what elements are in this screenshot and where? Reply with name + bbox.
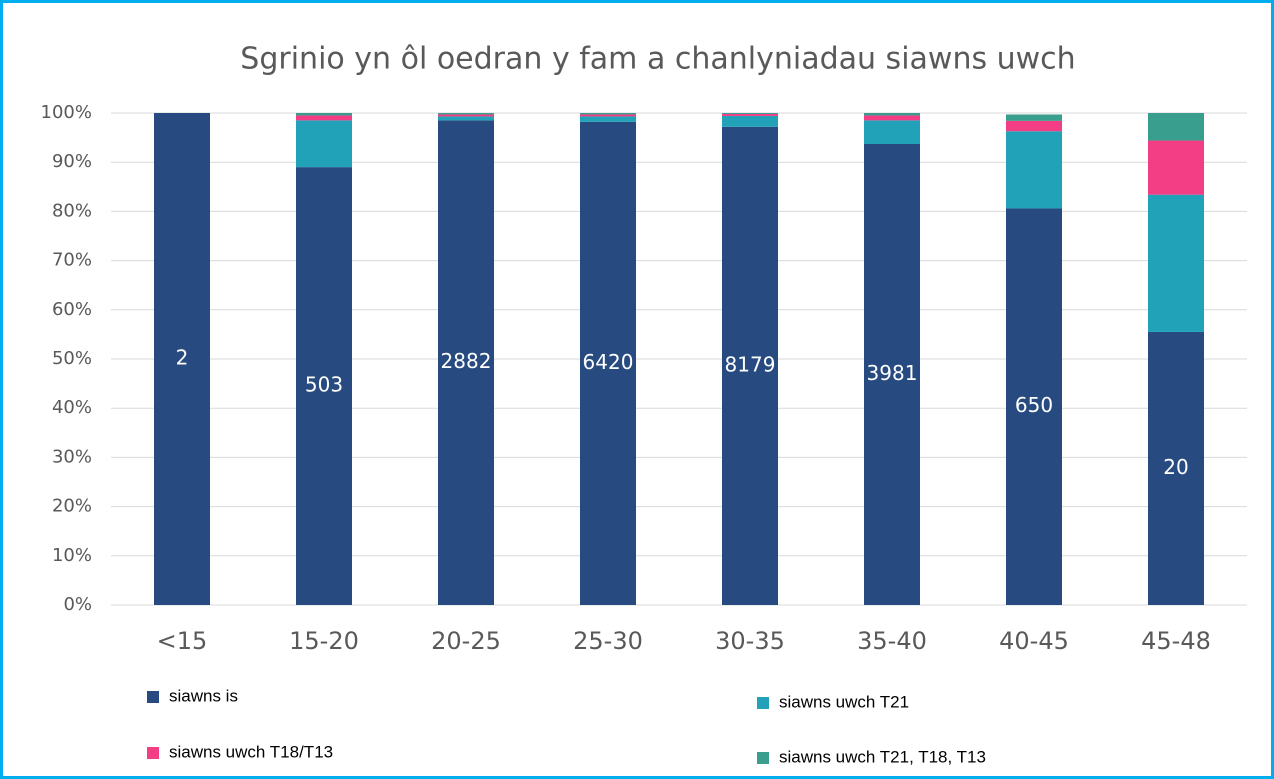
legend-label: siawns uwch T21 xyxy=(779,692,909,711)
y-tick-label: 80% xyxy=(52,200,92,221)
x-tick-label: 25-30 xyxy=(573,627,643,655)
bar-segment xyxy=(580,114,636,117)
bar-segment xyxy=(1148,140,1204,195)
legend-swatch xyxy=(147,691,159,703)
x-tick-label: 15-20 xyxy=(289,627,359,655)
y-tick-label: 60% xyxy=(52,299,92,320)
bar-segment xyxy=(580,113,636,115)
x-tick-label: 35-40 xyxy=(857,627,927,655)
bar-segment xyxy=(864,120,920,144)
y-tick-label: 90% xyxy=(52,151,92,172)
legend-swatch xyxy=(147,747,159,759)
x-tick-label: 20-25 xyxy=(431,627,501,655)
bar-label: 20 xyxy=(1163,455,1188,479)
y-tick-label: 20% xyxy=(52,496,92,517)
bar-segment xyxy=(296,115,352,121)
legend-swatch xyxy=(757,697,769,709)
y-tick-label: 30% xyxy=(52,446,92,467)
legend-swatch xyxy=(757,752,769,764)
bar-segment xyxy=(296,120,352,168)
bar-segment xyxy=(722,115,778,127)
legend-label: siawns uwch T21, T18, T13 xyxy=(779,747,986,766)
bar-segment xyxy=(864,143,920,605)
bar-segment xyxy=(722,113,778,116)
x-tick-label: 30-35 xyxy=(715,627,785,655)
bar-segment xyxy=(1006,114,1062,121)
bar-label: 503 xyxy=(305,373,343,397)
bar-label: 8179 xyxy=(725,352,776,376)
bar-segment xyxy=(1006,208,1062,605)
x-tick-label: 40-45 xyxy=(999,627,1069,655)
bar-segment xyxy=(1148,194,1204,332)
bar-segment xyxy=(438,116,494,121)
bar-segment xyxy=(722,113,778,114)
bar-segment xyxy=(580,121,636,605)
x-tick-label: <15 xyxy=(157,627,208,655)
x-tick-label: 45-48 xyxy=(1141,627,1211,655)
y-tick-label: 10% xyxy=(52,545,92,566)
bar-label: 2882 xyxy=(441,349,492,373)
bar-segment xyxy=(296,167,352,605)
bar-label: 650 xyxy=(1015,393,1053,417)
bar-segment xyxy=(438,114,494,117)
legend-label: siawns uwch T18/T13 xyxy=(169,742,333,761)
bar-label: 3981 xyxy=(867,361,918,385)
bar-segment xyxy=(1006,120,1062,132)
bar-segment xyxy=(1006,131,1062,209)
bar-segment xyxy=(1148,331,1204,605)
y-tick-label: 100% xyxy=(41,102,92,123)
bar-segment xyxy=(296,113,352,116)
y-tick-label: 50% xyxy=(52,348,92,369)
bar-label: 6420 xyxy=(583,350,634,374)
bar-segment xyxy=(864,115,920,121)
y-tick-label: 0% xyxy=(63,594,92,615)
bar-label: 2 xyxy=(176,346,189,370)
bar-segment xyxy=(1148,113,1204,141)
y-tick-label: 70% xyxy=(52,250,92,271)
legend-label: siawns is xyxy=(169,686,238,705)
y-tick-label: 40% xyxy=(52,397,92,418)
bar-segment xyxy=(864,113,920,116)
bar-segment xyxy=(722,126,778,605)
chart-title: Sgrinio yn ôl oedran y fam a chanlyniada… xyxy=(240,42,1075,77)
bar-segment xyxy=(154,113,210,605)
bar-segment xyxy=(580,116,636,122)
bar-segment xyxy=(438,120,494,605)
bar-segment xyxy=(438,113,494,115)
